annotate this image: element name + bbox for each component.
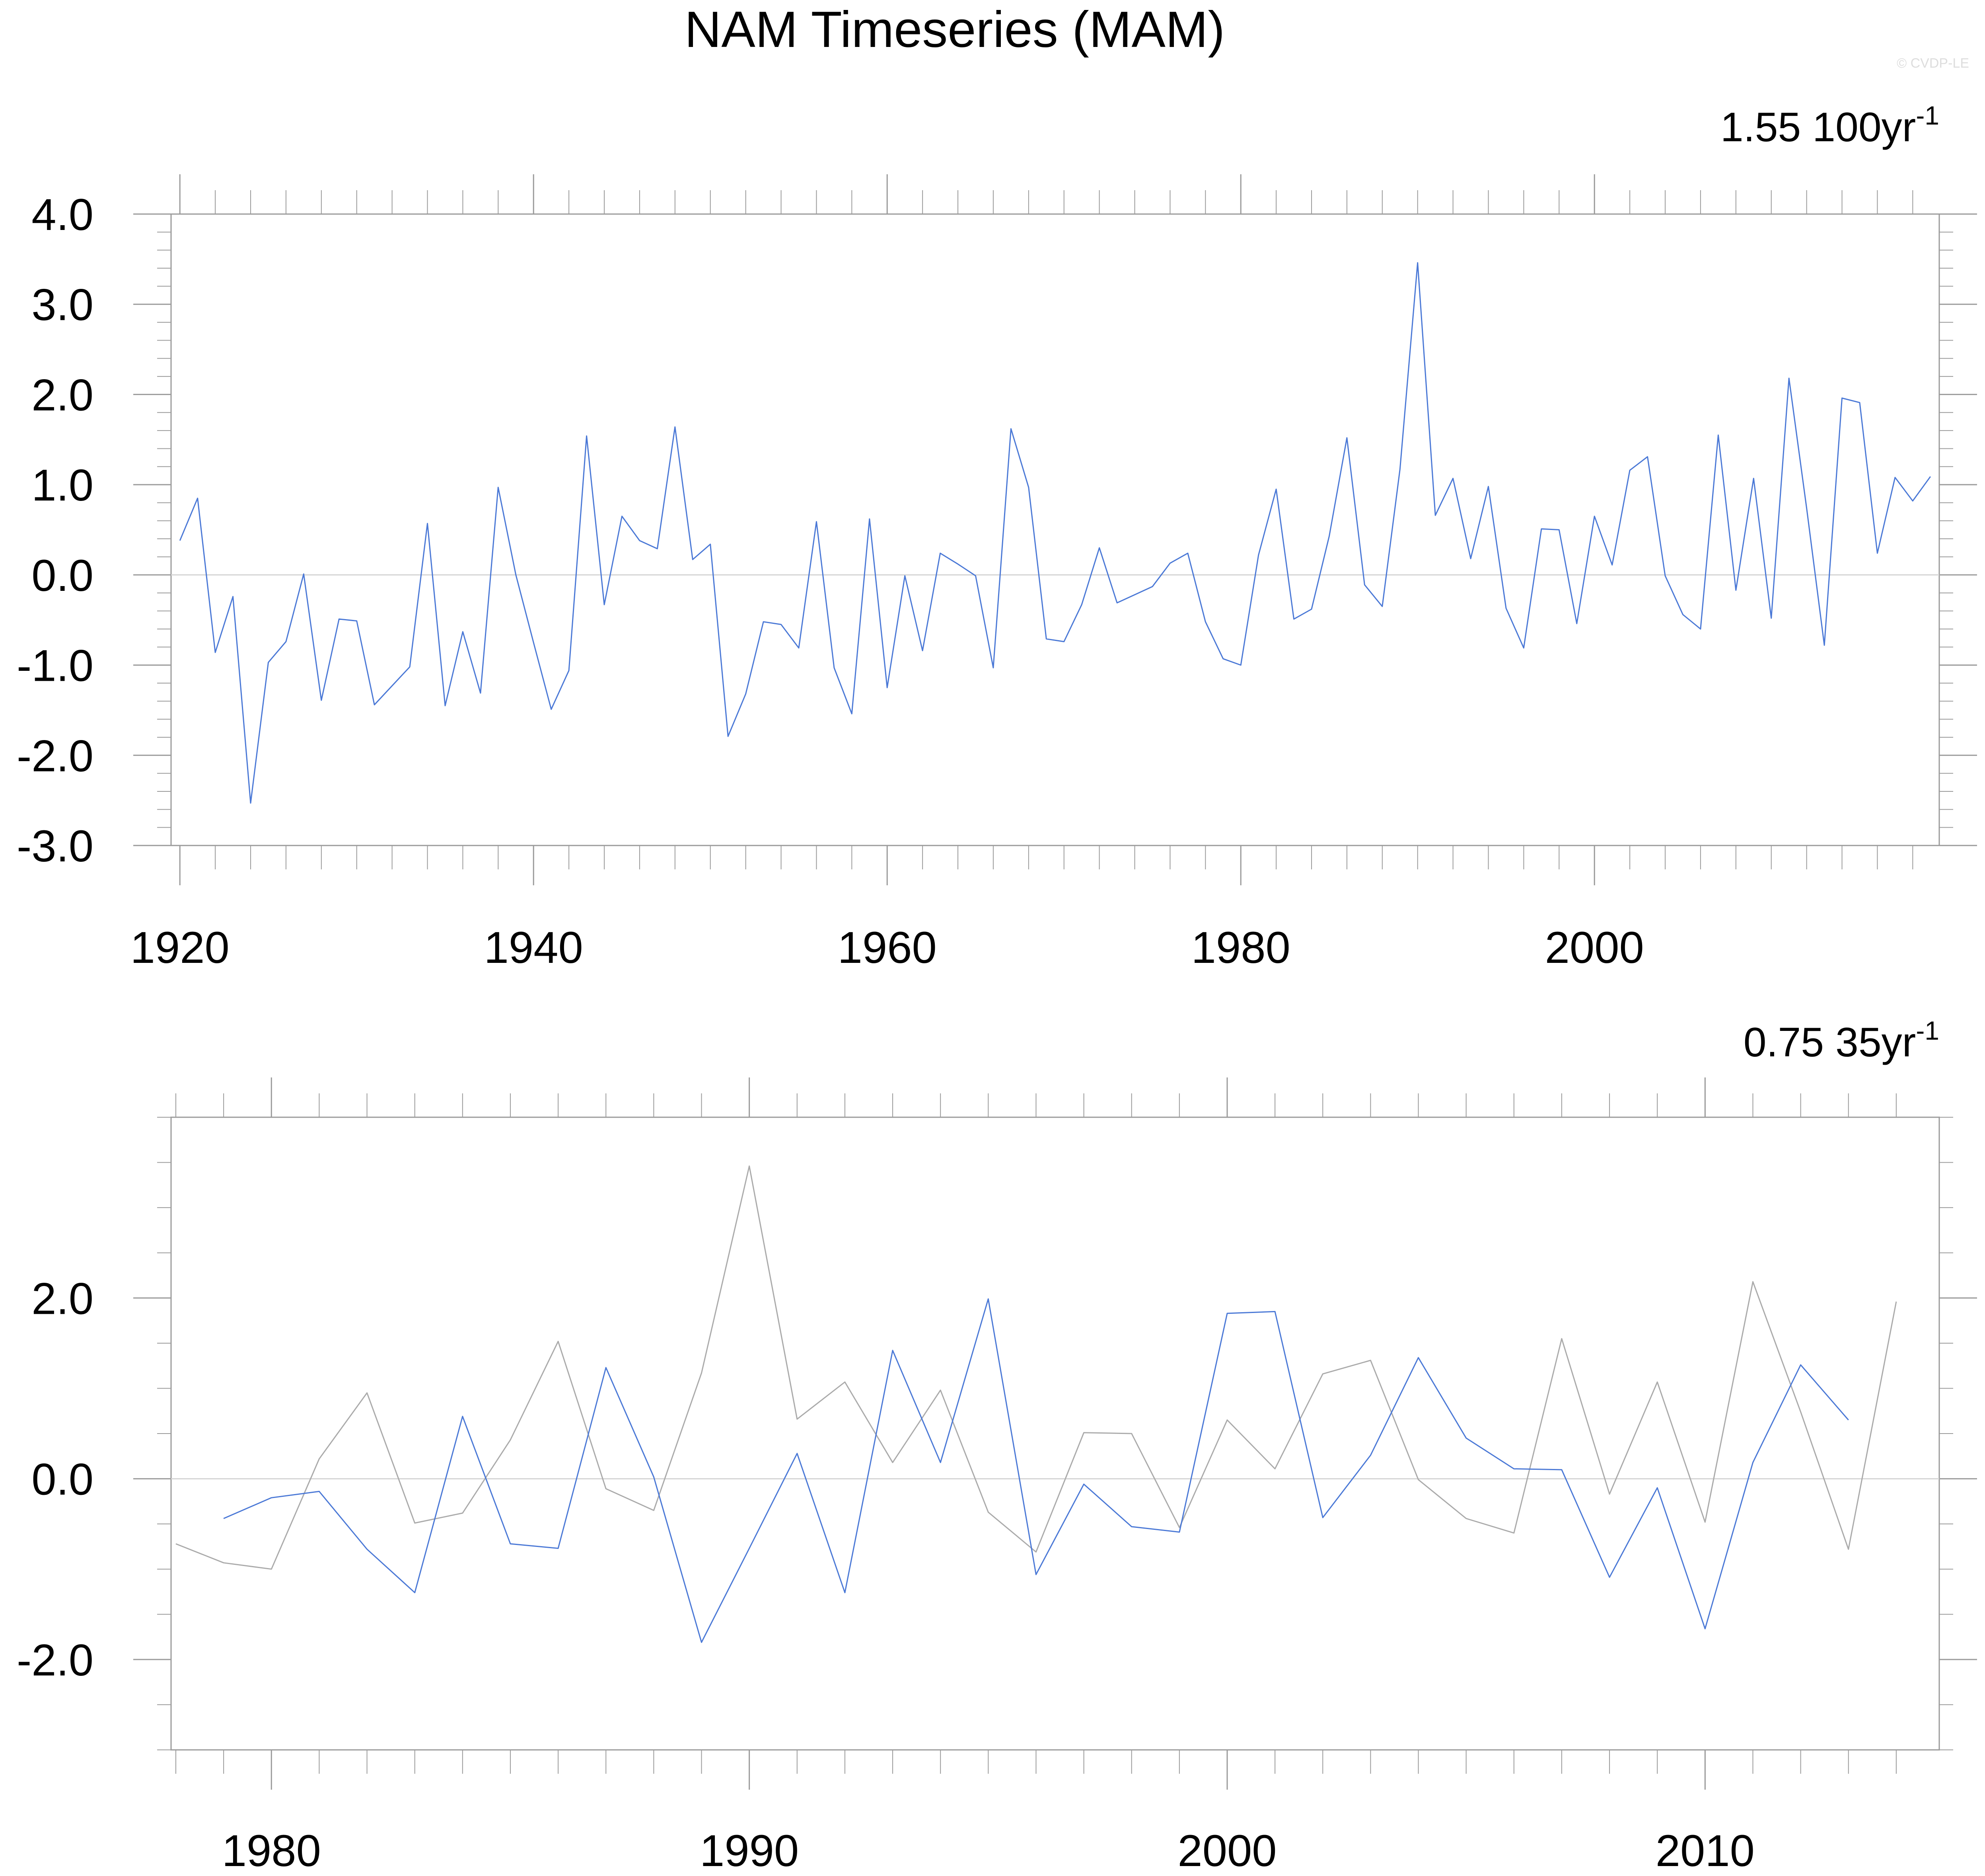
x-tick-label: 2000 <box>1177 1826 1277 1876</box>
x-tick-label: 2010 <box>1656 1826 1755 1876</box>
series-line-1 <box>223 1298 1849 1643</box>
y-tick-label: -3.0 <box>17 821 93 871</box>
y-tick-label: -2.0 <box>17 731 93 781</box>
trend-label: 1.55 100yr-1 <box>1720 101 1939 150</box>
panel-lens1-member-1: 0.75 35yr-1 -2.0 0.0 2.0 1980 1990 2000 2010 <box>17 1016 1977 1876</box>
trend-value: 1.55 100yr <box>1720 104 1916 150</box>
x-tick-label: 1920 <box>130 923 230 972</box>
series-line-0 <box>175 1165 1897 1570</box>
y-tick-label: -1.0 <box>17 641 93 691</box>
plot-frame <box>170 1116 1940 1751</box>
x-tick-label: 1990 <box>700 1826 799 1876</box>
x-tick-label: 1980 <box>1191 923 1290 972</box>
y-tick-label: 1.0 <box>31 460 93 510</box>
x-tick-label: 1980 <box>222 1826 321 1876</box>
series-line-0 <box>179 262 1931 804</box>
x-tick-label: 2000 <box>1545 923 1644 972</box>
y-tick-label: 2.0 <box>31 370 93 420</box>
plot-frame <box>170 213 1940 846</box>
trend-value: 0.75 35yr <box>1744 1019 1916 1066</box>
panel-era20c-era5: 1.55 100yr-1 -3.0 -2.0 -1.0 0.0 1.0 2.0 3.0 4.0 1… <box>17 101 1977 972</box>
trend-exponent: -1 <box>1916 101 1939 130</box>
x-tick-label: 1960 <box>838 923 937 972</box>
y-tick-label: 2.0 <box>31 1274 93 1323</box>
y-tick-label: 0.0 <box>31 551 93 600</box>
x-tick-label: 1940 <box>484 923 583 972</box>
watermark: © CVDP-LE <box>1897 56 1969 71</box>
figure-title: NAM Timeseries (MAM) <box>685 1 1225 58</box>
y-tick-label: -2.0 <box>17 1635 93 1685</box>
y-tick-label: 4.0 <box>31 190 93 240</box>
y-tick-label: 0.0 <box>31 1455 93 1504</box>
y-tick-label: 3.0 <box>31 280 93 330</box>
trend-label: 0.75 35yr-1 <box>1744 1016 1939 1066</box>
trend-exponent: -1 <box>1916 1016 1939 1045</box>
